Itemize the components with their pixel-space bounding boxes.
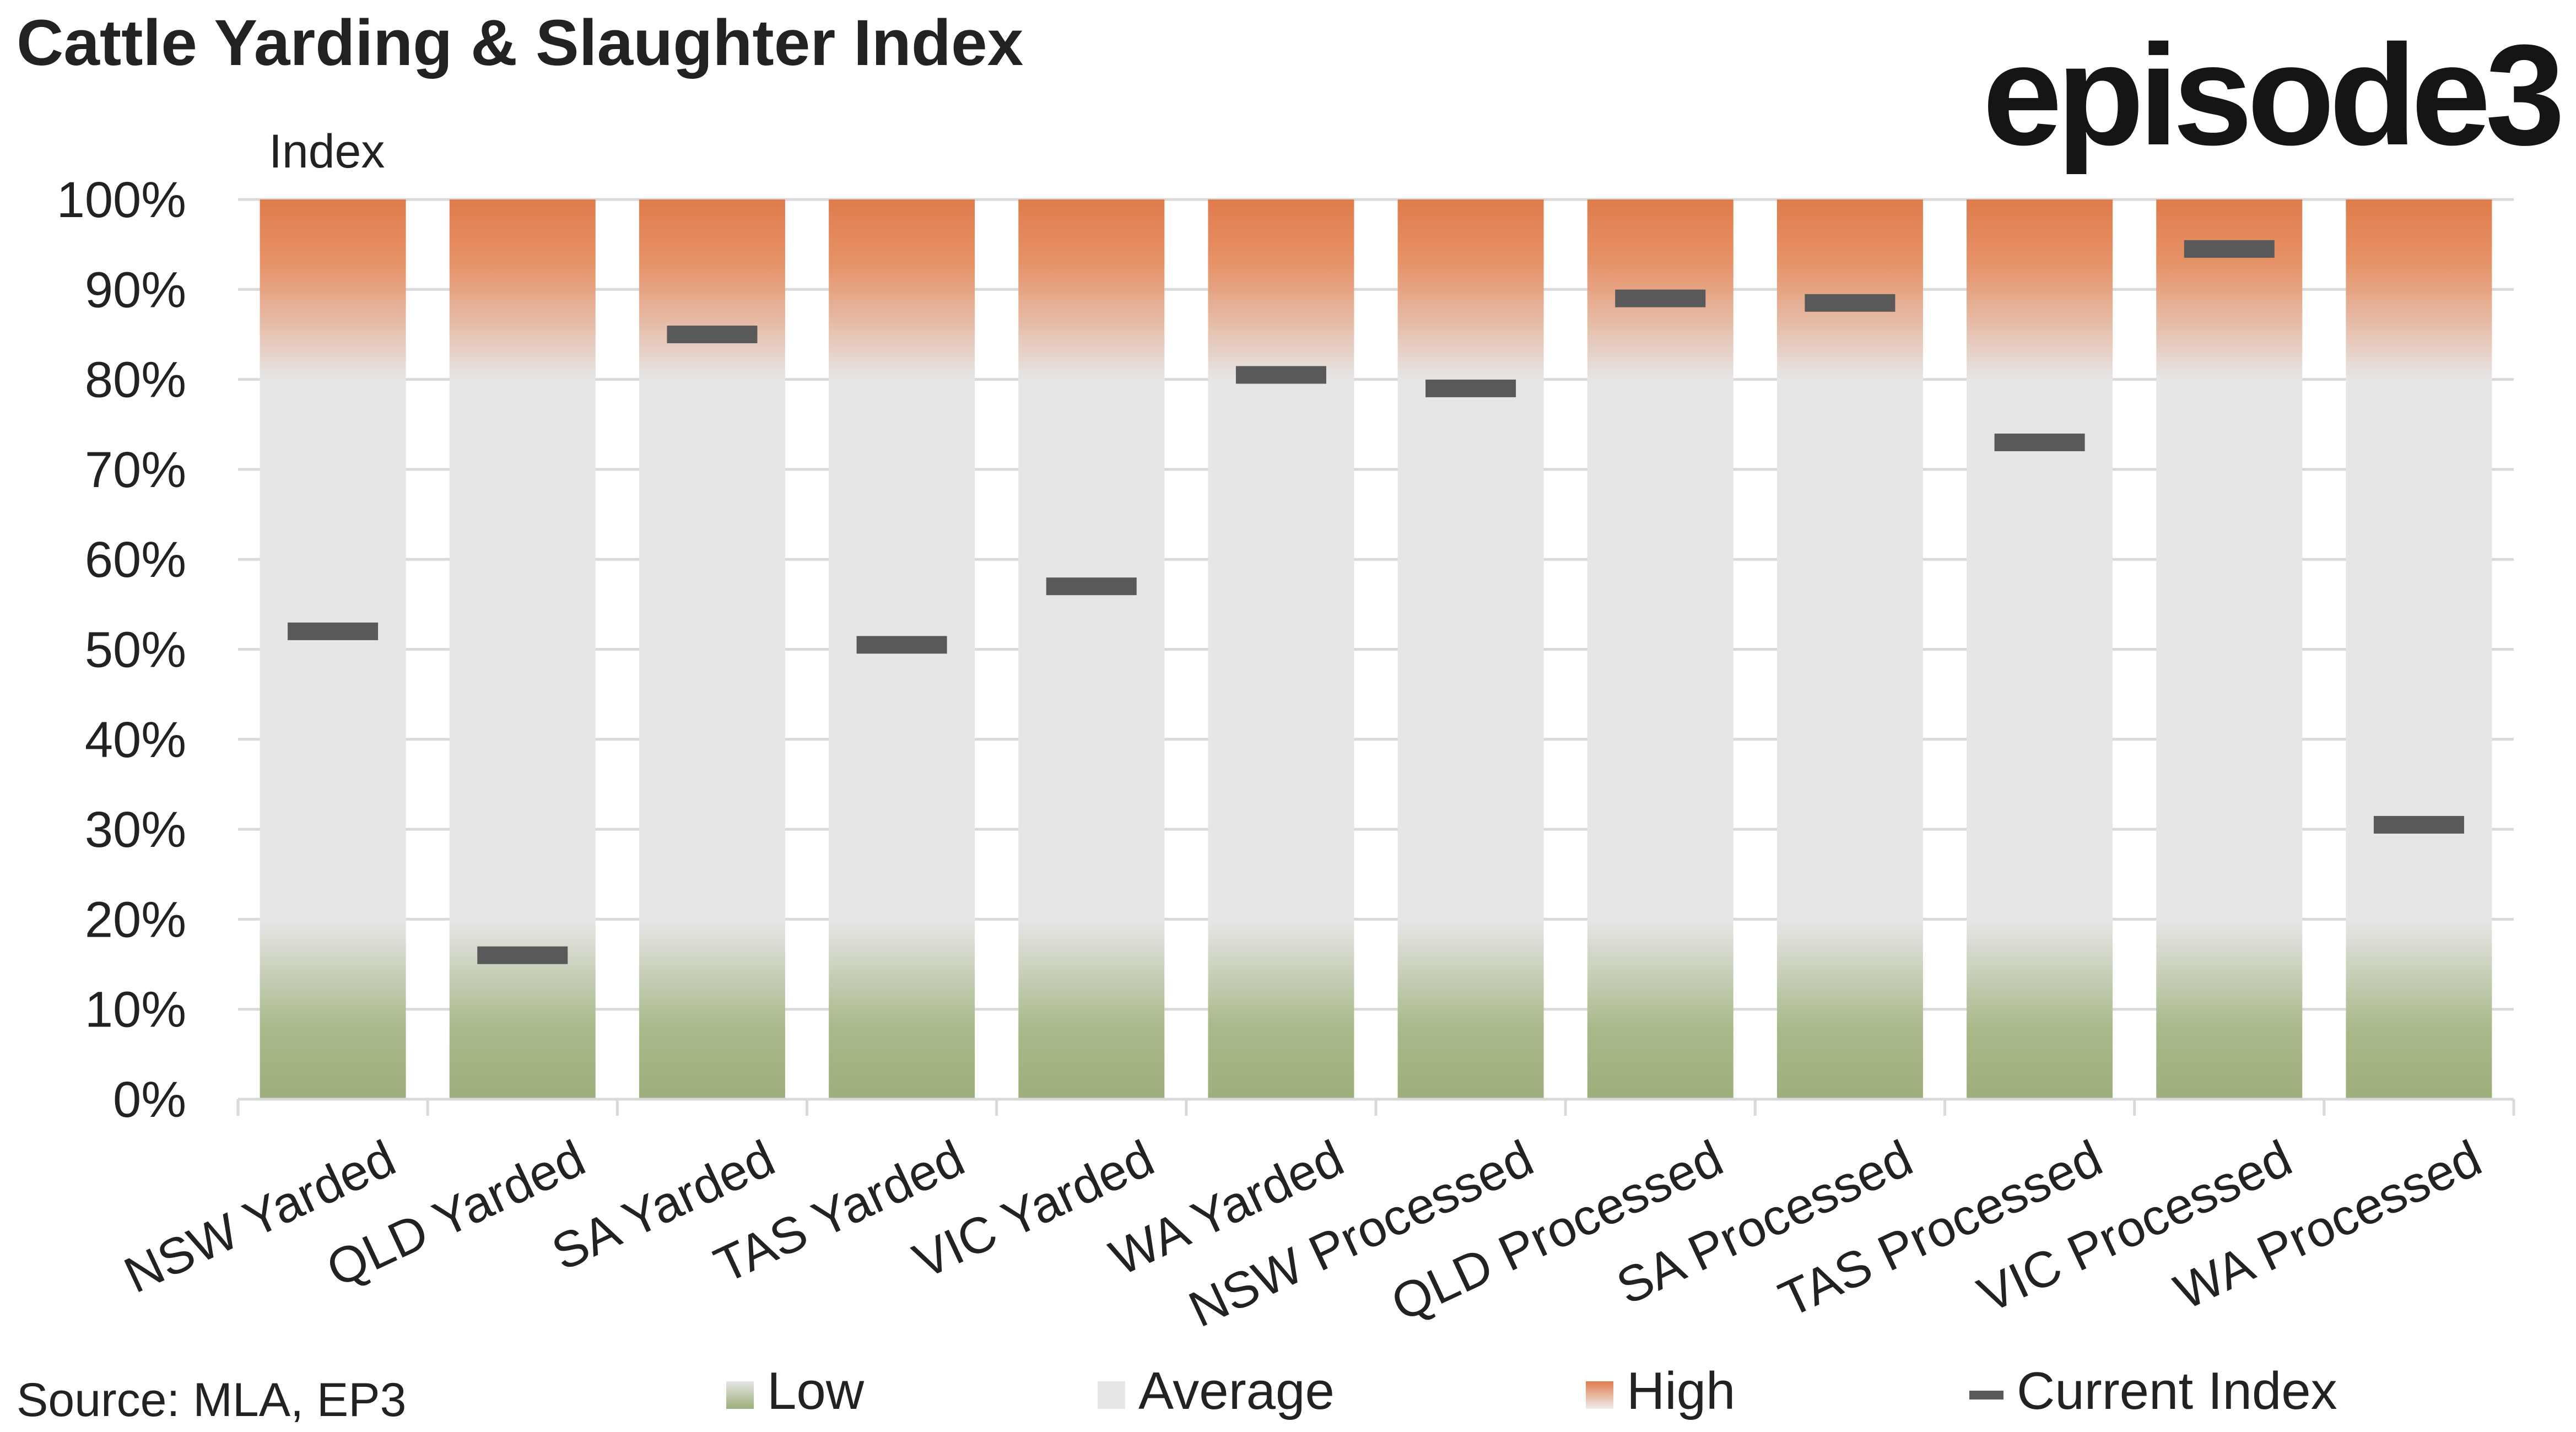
current-index-marker	[1235, 366, 1326, 384]
bar-segment-average	[1018, 379, 1165, 920]
bar-segment-low	[1776, 919, 1923, 1100]
y-tick-label: 30%	[85, 802, 186, 858]
y-tick-label: 10%	[85, 982, 186, 1038]
bar-segment-low	[1587, 919, 1733, 1100]
y-tick-label: 90%	[85, 262, 186, 318]
bar-segment-high	[1208, 199, 1354, 380]
bars	[260, 199, 2492, 1100]
bar-segment-low	[1018, 919, 1165, 1100]
bar-segment-high	[829, 199, 975, 380]
bar-segment-low	[260, 919, 406, 1100]
current-index-marker	[1994, 433, 2085, 451]
bar-segment-average	[1967, 379, 2113, 920]
bar-segment-low	[2346, 919, 2492, 1100]
brand-logo: episode3	[1983, 15, 2562, 176]
current-index-marker	[856, 636, 947, 654]
bar-segment-average	[449, 379, 596, 920]
bar-segment-average	[2156, 379, 2303, 920]
x-tick-label: TAS Processed	[1771, 1130, 2110, 1328]
bar-segment-average	[639, 379, 785, 920]
legend-swatch-current-index	[1969, 1391, 2003, 1399]
y-tick-label: 50%	[85, 622, 186, 678]
current-index-marker	[477, 946, 568, 964]
y-tick-label: 20%	[85, 891, 186, 948]
bar-segment-high	[1776, 199, 1923, 380]
bar-segment-high	[639, 199, 785, 380]
current-index-marker	[1425, 379, 1516, 397]
source-note: Source: MLA, EP3	[17, 1374, 406, 1426]
y-tick-labels: 0% 10% 20% 30% 40% 50% 60% 70% 80% 90% 100%	[57, 172, 186, 1128]
bar-segment-high	[2346, 199, 2492, 380]
bar-segment-low	[2156, 919, 2303, 1100]
legend-label-current-index: Current Index	[2017, 1361, 2337, 1420]
y-tick-label: 60%	[85, 532, 186, 588]
bar-segment-average	[1208, 379, 1354, 920]
bar-segment-low	[1967, 919, 2113, 1100]
bar-segment-high	[1967, 199, 2113, 380]
legend-label-low: Low	[767, 1361, 865, 1420]
y-tick-label: 70%	[85, 442, 186, 498]
bar-segment-high	[1587, 199, 1733, 380]
bar-segment-high	[449, 199, 596, 380]
bar-segment-low	[639, 919, 785, 1100]
bar-segment-low	[449, 919, 596, 1100]
bar-segment-average	[2346, 379, 2492, 920]
legend-swatch-average	[1098, 1381, 1125, 1409]
y-tick-label: 80%	[85, 352, 186, 408]
bar-segment-average	[1397, 379, 1544, 920]
x-tick-label: VIC Processed	[1970, 1130, 2300, 1324]
legend: Low Average High Current Index	[726, 1361, 2337, 1420]
bar-segment-low	[829, 919, 975, 1100]
current-index-marker	[667, 325, 758, 343]
bar-segment-average	[1776, 379, 1923, 920]
y-tick-label: 40%	[85, 712, 186, 768]
current-index-marker	[2184, 240, 2275, 258]
gridlines	[236, 198, 2515, 1116]
bar-segment-low	[1397, 919, 1544, 1100]
bar-segment-average	[1587, 379, 1733, 920]
current-index-marker	[1046, 577, 1137, 596]
legend-swatch-low	[726, 1381, 754, 1409]
y-tick-label: 0%	[113, 1072, 186, 1128]
bar-segment-high	[260, 199, 406, 380]
y-tick-label: 100%	[57, 172, 186, 228]
legend-label-average: Average	[1138, 1361, 1335, 1420]
bar-segment-average	[260, 379, 406, 920]
current-index-marker	[2373, 815, 2464, 834]
chart-title: Cattle Yarding & Slaughter Index	[17, 7, 1023, 79]
legend-swatch-high	[1586, 1381, 1613, 1409]
current-index-markers	[288, 240, 2464, 964]
y-axis-label: Index	[269, 125, 385, 178]
x-tick-label: QLD Processed	[1383, 1130, 1731, 1332]
current-index-marker	[288, 622, 379, 640]
bar-segment-high	[2156, 199, 2303, 380]
bar-segment-high	[1397, 199, 1544, 380]
bar-segment-low	[1208, 919, 1354, 1100]
current-index-marker	[1805, 294, 1895, 312]
current-index-marker	[1615, 289, 1706, 307]
bar-segment-high	[1018, 199, 1165, 380]
legend-label-high: High	[1627, 1361, 1735, 1420]
